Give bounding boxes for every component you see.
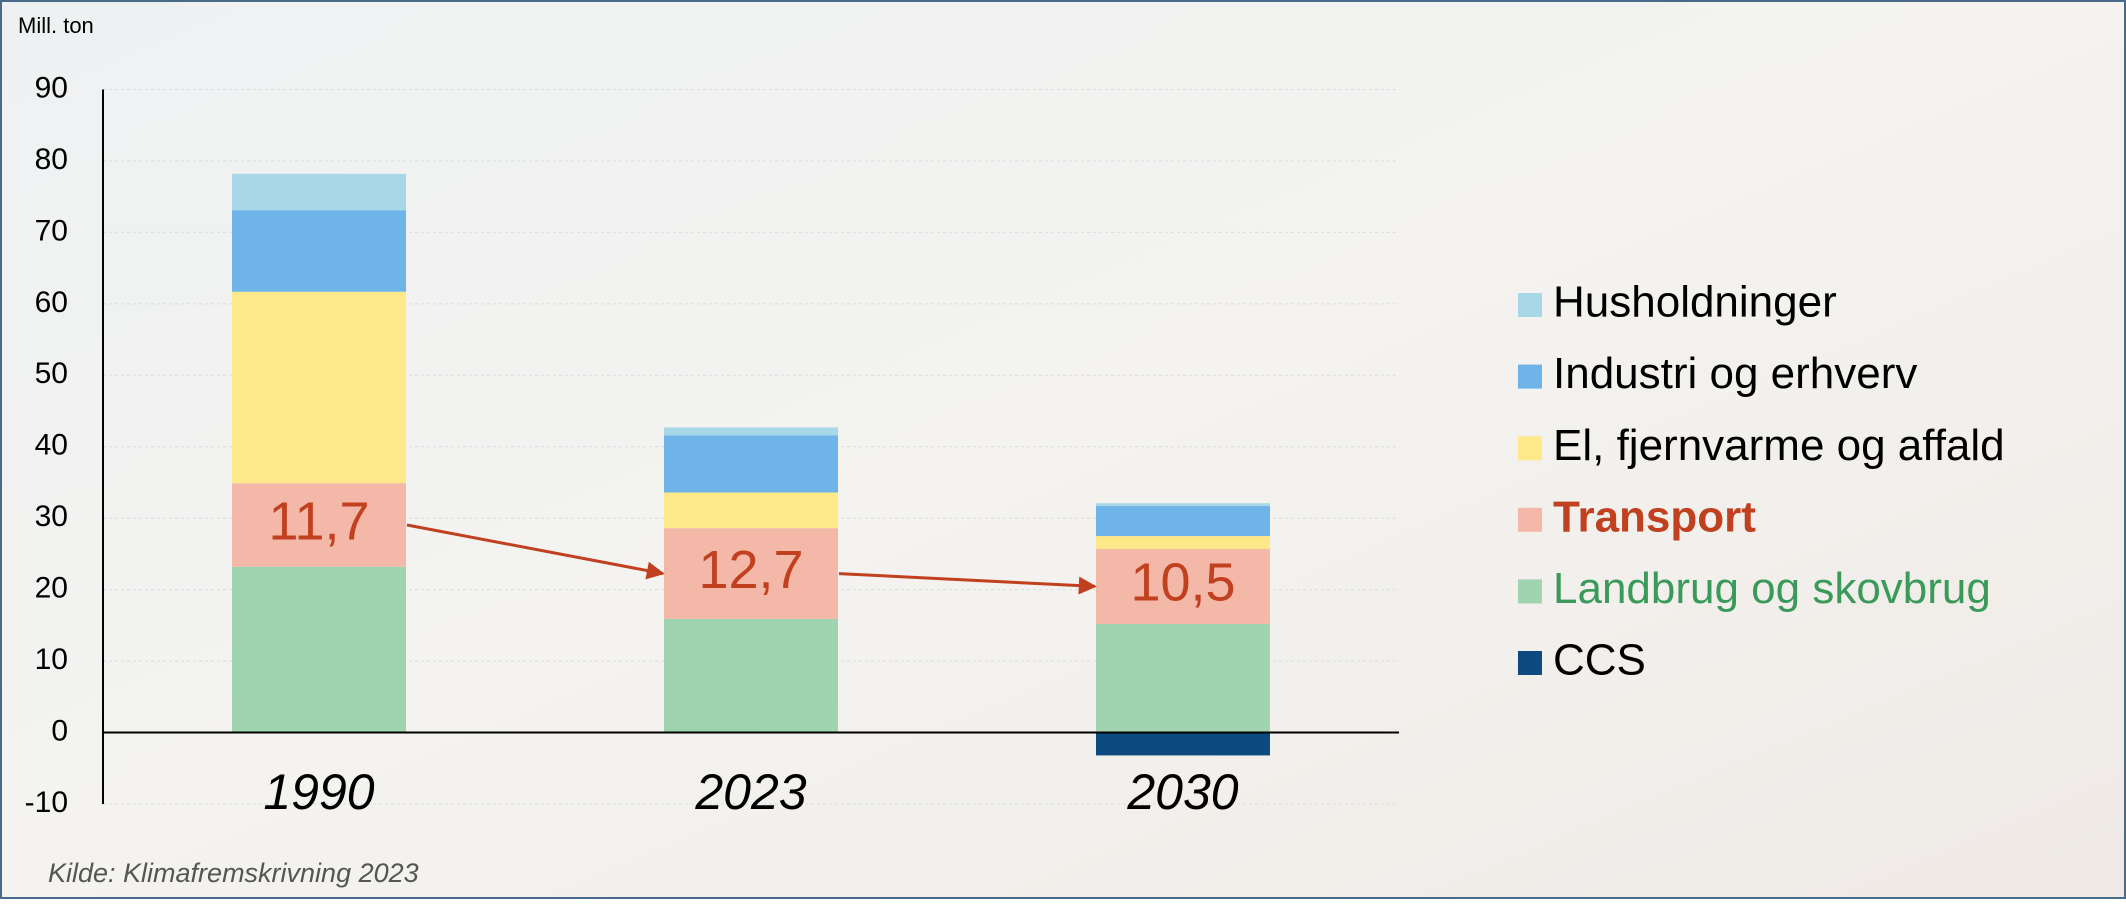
bar-segment xyxy=(232,173,406,211)
x-tick-label: 2030 xyxy=(1126,764,1238,820)
legend-swatch xyxy=(1518,364,1542,389)
source: Kilde: Klimafremskrivning 2023 xyxy=(48,858,419,888)
legend-label: Industri og erhverv xyxy=(1553,349,1917,398)
bar-segment xyxy=(1096,536,1270,549)
y-tick-label: 10 xyxy=(35,643,68,676)
bar-segment xyxy=(232,483,406,567)
bar-segment xyxy=(664,492,838,529)
legend-swatch xyxy=(1518,651,1542,675)
bar-segment xyxy=(1096,623,1270,733)
legend-label: Landbrug og skovbrug xyxy=(1553,564,1991,613)
legend-label: El, fjernvarme og affald xyxy=(1553,421,2005,470)
legend-label: Transport xyxy=(1553,492,1756,541)
y-axis-label: Mill. ton xyxy=(18,13,94,38)
trend-arrow xyxy=(406,523,665,580)
legend-swatch xyxy=(1518,507,1542,532)
legend-swatch xyxy=(1518,579,1542,604)
bar-segment xyxy=(1096,503,1270,507)
bar-segment xyxy=(664,435,838,493)
y-tick-label: -10 xyxy=(25,786,68,819)
y-tick-label: 20 xyxy=(35,572,68,605)
y-tick-label: 0 xyxy=(51,714,68,747)
legend-swatch xyxy=(1518,293,1542,317)
value-label: 10,5 xyxy=(1130,553,1235,613)
bar-segment xyxy=(664,528,838,619)
trend-arrow xyxy=(838,572,1097,595)
y-tick-label: 70 xyxy=(35,214,68,247)
y-tick-label: 40 xyxy=(35,429,68,462)
y-tick-label: 60 xyxy=(35,286,68,319)
legend-swatch xyxy=(1518,436,1542,461)
bar-segment xyxy=(1096,506,1270,537)
value-label: 12,7 xyxy=(698,540,803,600)
bar-segment xyxy=(232,566,406,733)
value-label: 11,7 xyxy=(268,491,369,551)
y-tick-label: 50 xyxy=(35,357,68,390)
y-tick-label: 90 xyxy=(35,71,68,104)
y-tick-label: 30 xyxy=(35,500,68,533)
x-tick-label: 2023 xyxy=(694,764,806,820)
bar-segment xyxy=(232,210,406,292)
y-tick-label: 80 xyxy=(35,143,68,176)
legend-label: CCS xyxy=(1553,636,1646,685)
bar-segment xyxy=(1096,732,1270,756)
bar-segment xyxy=(232,291,406,484)
bar-segment xyxy=(664,618,838,733)
bar-segment xyxy=(664,427,838,436)
x-tick-label: 1990 xyxy=(263,764,374,820)
bar-segment xyxy=(1096,548,1270,624)
legend-label: Husholdninger xyxy=(1553,278,1837,327)
